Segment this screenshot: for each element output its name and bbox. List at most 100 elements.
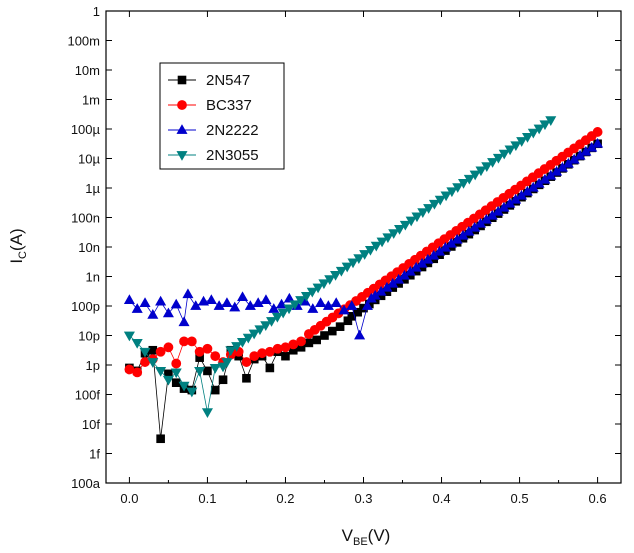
data-point-2n2222 bbox=[155, 295, 167, 306]
data-point-2n3055 bbox=[353, 254, 365, 265]
legend-marker-2n2222 bbox=[176, 124, 188, 134]
data-point-2n547 bbox=[148, 345, 158, 355]
data-point-2n3055 bbox=[221, 358, 233, 368]
data-point-2n2222 bbox=[221, 297, 233, 307]
y-tick-label: 1n bbox=[86, 270, 100, 285]
y-axis-title-unit: (A) bbox=[7, 228, 26, 251]
legend-marker-bc337 bbox=[177, 100, 187, 110]
data-point-2n3055 bbox=[516, 137, 528, 147]
data-point-2n3055 bbox=[139, 347, 151, 358]
data-point-2n3055 bbox=[388, 229, 400, 239]
data-point-2n2222 bbox=[229, 301, 241, 312]
data-point-2n2222 bbox=[213, 300, 225, 310]
y-tick-label: 10n bbox=[78, 240, 100, 255]
data-point-2n3055 bbox=[324, 275, 336, 285]
x-tick-label: 0.1 bbox=[198, 491, 216, 506]
legend-label: 2N2222 bbox=[206, 122, 259, 139]
data-point-2n2222 bbox=[322, 300, 334, 310]
x-tick-label: 0.6 bbox=[589, 491, 607, 506]
data-point-bc337 bbox=[202, 343, 213, 354]
data-point-2n3055 bbox=[417, 208, 429, 218]
data-point-2n3055 bbox=[242, 333, 254, 344]
series-bc337 bbox=[124, 127, 603, 378]
data-point-2n2222 bbox=[361, 300, 373, 310]
x-axis-title: VBE(V) bbox=[342, 526, 391, 548]
data-point-2n3055 bbox=[469, 170, 481, 181]
data-point-2n3055 bbox=[347, 258, 359, 269]
series-2n2222 bbox=[123, 137, 604, 340]
data-point-2n547 bbox=[210, 385, 220, 395]
y-tick-label: 100a bbox=[71, 476, 101, 491]
y-tick-label: 100µ bbox=[71, 122, 101, 137]
y-tick-label: 1 bbox=[93, 4, 100, 19]
data-point-2n547 bbox=[335, 322, 345, 331]
data-point-2n3055 bbox=[318, 279, 330, 290]
axis-ticks: 0.0 0.1 0.2 0.3 0.4 0.5 0.6 1 100m 10m 1m 100µ 10µ 1µ… bbox=[67, 4, 621, 506]
data-point-2n3055 bbox=[539, 120, 551, 131]
data-point-2n3055 bbox=[510, 141, 522, 152]
data-point-2n3055 bbox=[271, 312, 283, 323]
data-point-2n547 bbox=[203, 366, 212, 376]
x-tick-label: 0.0 bbox=[120, 491, 138, 506]
data-point-2n3055 bbox=[487, 158, 499, 168]
data-point-2n547 bbox=[312, 335, 321, 345]
data-point-2n547 bbox=[242, 373, 251, 383]
data-point-2n3055 bbox=[394, 225, 406, 235]
data-point-bc337 bbox=[163, 342, 174, 353]
data-point-2n3055 bbox=[289, 300, 301, 311]
data-point-2n2222 bbox=[139, 297, 151, 307]
data-point-2n2222 bbox=[237, 291, 249, 302]
data-point-2n3055 bbox=[236, 337, 248, 348]
data-point-2n3055 bbox=[201, 408, 213, 419]
data-point-2n2222 bbox=[307, 303, 319, 313]
data-point-2n3055 bbox=[382, 233, 394, 244]
data-point-2n3055 bbox=[186, 387, 198, 398]
data-point-2n3055 bbox=[440, 191, 452, 202]
data-point-2n2222 bbox=[162, 307, 174, 318]
data-point-2n547 bbox=[320, 331, 329, 340]
data-point-2n2222 bbox=[354, 329, 366, 340]
data-point-2n3055 bbox=[481, 162, 493, 172]
data-point-2n3055 bbox=[446, 187, 458, 198]
y-tick-label: 1m bbox=[82, 93, 100, 108]
data-point-2n2222 bbox=[283, 292, 295, 303]
data-point-2n3055 bbox=[452, 183, 464, 193]
series-layer bbox=[123, 116, 604, 444]
x-axis-title-sub: BE bbox=[353, 536, 368, 548]
data-point-2n3055 bbox=[248, 329, 260, 340]
data-point-2n3055 bbox=[209, 364, 221, 374]
data-point-2n3055 bbox=[123, 331, 135, 342]
data-point-2n3055 bbox=[231, 342, 243, 352]
data-point-2n3055 bbox=[458, 179, 470, 189]
y-tick-label: 10f bbox=[82, 417, 100, 432]
data-point-2n547 bbox=[171, 378, 181, 388]
data-point-2n3055 bbox=[364, 245, 376, 256]
y-tick-label: 1p bbox=[86, 358, 100, 373]
legend-item: BC337 bbox=[168, 97, 252, 114]
y-axis-title-main: I bbox=[7, 259, 26, 264]
series-2n3055 bbox=[123, 116, 557, 419]
data-point-2n3055 bbox=[147, 358, 159, 368]
data-point-2n3055 bbox=[545, 116, 557, 126]
data-point-2n3055 bbox=[411, 212, 423, 223]
legend-item: 2N547 bbox=[168, 72, 250, 89]
data-point-bc337 bbox=[155, 346, 166, 357]
data-point-2n3055 bbox=[283, 304, 295, 315]
x-axis-title-unit: (V) bbox=[368, 526, 391, 545]
legend-label: BC337 bbox=[206, 97, 252, 114]
y-tick-label: 10µ bbox=[78, 152, 100, 167]
data-point-2n547 bbox=[265, 363, 275, 373]
data-point-2n3055 bbox=[434, 195, 446, 206]
legend-label: 2N547 bbox=[206, 72, 250, 89]
data-point-2n3055 bbox=[504, 145, 516, 156]
data-point-2n3055 bbox=[492, 153, 504, 164]
data-point-2n3055 bbox=[330, 271, 342, 281]
data-point-2n547 bbox=[281, 351, 290, 361]
data-point-2n3055 bbox=[341, 262, 353, 273]
data-point-2n3055 bbox=[194, 366, 206, 377]
data-point-bc337 bbox=[186, 336, 197, 347]
data-point-2n2222 bbox=[315, 297, 327, 307]
data-point-2n3055 bbox=[405, 216, 417, 227]
data-point-2n3055 bbox=[254, 325, 266, 336]
legend-label: 2N3055 bbox=[206, 147, 259, 164]
